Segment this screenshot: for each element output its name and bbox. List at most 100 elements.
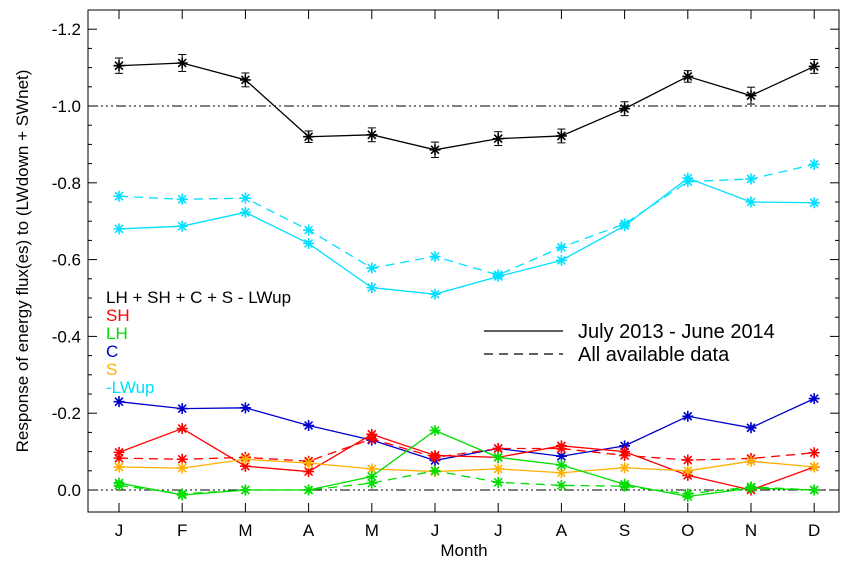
data-point <box>429 251 441 263</box>
x-tick-label: F <box>177 521 187 540</box>
data-point <box>239 484 251 496</box>
data-point <box>619 220 631 232</box>
series-label-2: LH <box>106 324 128 343</box>
data-point <box>808 393 820 405</box>
data-point <box>555 254 567 266</box>
y-tick-label: -1.0 <box>52 97 81 116</box>
data-point <box>366 282 378 294</box>
data-point <box>745 422 757 434</box>
legend-label-solid: July 2013 - June 2014 <box>578 321 775 343</box>
x-tick-label: M <box>365 521 379 540</box>
series-lwup_period <box>113 172 820 300</box>
x-tick-label: S <box>619 521 630 540</box>
data-point <box>682 465 694 477</box>
data-point <box>745 481 757 493</box>
x-tick-label: O <box>681 521 694 540</box>
data-point <box>429 451 441 463</box>
data-point <box>745 173 757 185</box>
x-tick-label: N <box>745 521 757 540</box>
series-label-5: -LWup <box>106 378 155 397</box>
data-point <box>176 193 188 205</box>
data-point <box>239 206 251 218</box>
series-lwup_all <box>113 158 820 281</box>
data-point <box>113 461 125 473</box>
series-label-0: LH + SH + C + S - LWup <box>106 288 291 307</box>
data-point <box>492 476 504 488</box>
data-point <box>429 144 441 156</box>
data-point <box>176 220 188 232</box>
data-point <box>745 455 757 467</box>
data-point <box>808 60 820 72</box>
data-point <box>808 461 820 473</box>
data-point <box>113 446 125 458</box>
data-point <box>745 90 757 102</box>
data-point <box>492 451 504 463</box>
data-point <box>429 424 441 436</box>
data-point <box>239 192 251 204</box>
y-tick-label: -0.4 <box>52 327 81 346</box>
plot-frame <box>87 9 840 513</box>
data-point <box>303 237 315 249</box>
data-point <box>303 484 315 496</box>
data-point <box>176 462 188 474</box>
data-point <box>682 172 694 184</box>
data-point <box>176 488 188 500</box>
data-point <box>619 480 631 492</box>
data-point <box>492 463 504 475</box>
data-point <box>176 453 188 465</box>
series-line-sh_period <box>118 427 815 491</box>
data-point <box>808 197 820 209</box>
y-tick-label: -0.8 <box>52 174 81 193</box>
series-line-lh_all <box>118 470 815 495</box>
data-point <box>555 459 567 471</box>
series-line-s_period <box>118 458 815 474</box>
data-point <box>808 158 820 170</box>
x-axis-title: Month <box>440 541 487 560</box>
data-point <box>113 60 125 72</box>
data-point <box>303 131 315 143</box>
data-point <box>808 447 820 459</box>
data-point <box>619 449 631 461</box>
data-point <box>619 440 631 452</box>
data-point <box>176 423 188 435</box>
x-tick-label: J <box>115 521 124 540</box>
series-s_period <box>113 453 820 479</box>
data-point <box>303 224 315 236</box>
data-point <box>429 465 441 477</box>
y-tick-label: -0.6 <box>52 251 81 270</box>
data-point <box>303 419 315 431</box>
series-line-c_period <box>118 398 815 462</box>
data-point <box>745 196 757 208</box>
series-line-lwup_all <box>118 163 815 276</box>
y-axis-title: Response of energy flux(es) to (LWdown +… <box>13 70 32 453</box>
data-point <box>239 74 251 86</box>
data-point <box>113 223 125 235</box>
reference-lines <box>88 105 839 491</box>
data-point <box>555 479 567 491</box>
data-point <box>113 479 125 491</box>
x-tick-label: D <box>808 521 820 540</box>
data-point <box>492 133 504 145</box>
series-line-total <box>118 62 815 151</box>
data-point <box>619 103 631 115</box>
data-point <box>492 443 504 455</box>
series-line-lwup_period <box>118 177 815 295</box>
series-label-4: S <box>106 360 117 379</box>
data-point <box>366 463 378 475</box>
series-line-sh_all <box>118 438 815 462</box>
data-point <box>682 410 694 422</box>
data-point <box>619 462 631 474</box>
data-point <box>808 484 820 496</box>
data-point <box>303 466 315 478</box>
data-point <box>113 190 125 202</box>
data-point <box>176 57 188 69</box>
y-axis: -1.2 -1.0 -0.8 -0.6 -0.4 -0.2 0.0 <box>52 9 839 500</box>
series-total <box>113 54 820 158</box>
data-point <box>366 471 378 483</box>
data-point <box>239 402 251 414</box>
